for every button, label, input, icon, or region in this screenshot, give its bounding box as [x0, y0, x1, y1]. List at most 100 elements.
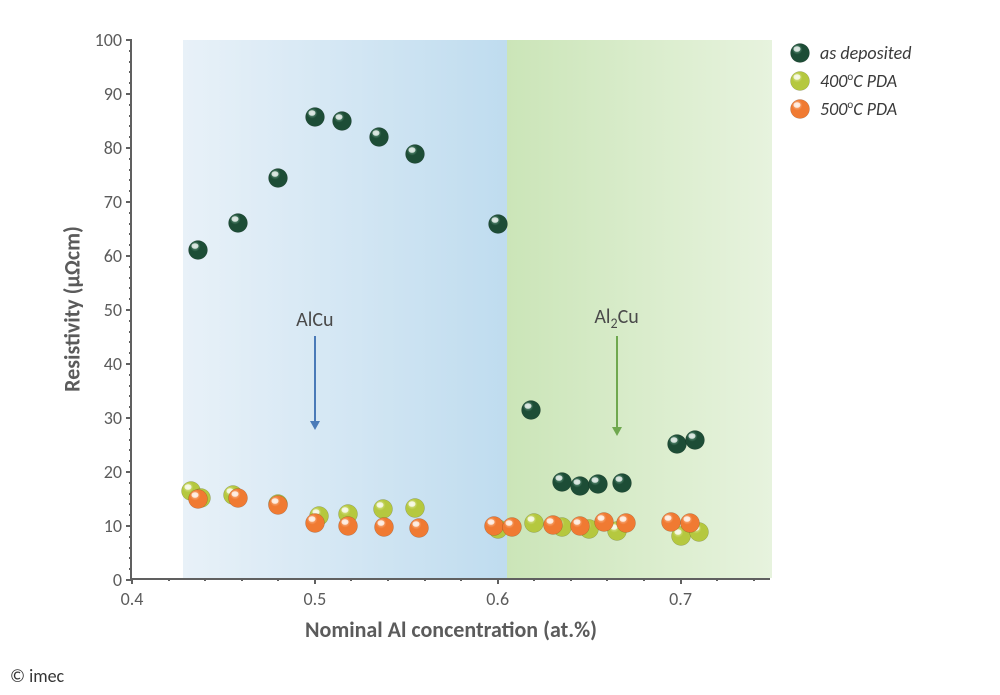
y-tick [126, 39, 132, 41]
data-point [338, 516, 358, 536]
y-minor-tick [129, 352, 132, 354]
x-tick [314, 578, 316, 584]
legend: as deposited 400oC PDA 500oC PDA [790, 42, 912, 126]
y-minor-tick [129, 406, 132, 408]
data-point [268, 168, 288, 188]
chart-container: Resistivity (µΩcm) Nominal Al concentrat… [40, 20, 960, 650]
y-tick-label: 20 [104, 461, 122, 483]
y-tick [126, 255, 132, 257]
data-point [409, 518, 429, 538]
y-tick [126, 471, 132, 473]
y-tick-label: 100 [95, 29, 122, 51]
data-point [369, 127, 389, 147]
x-minor-tick [387, 578, 389, 581]
y-minor-tick [129, 136, 132, 138]
x-minor-tick [277, 578, 279, 581]
y-tick-label: 70 [104, 191, 122, 213]
data-point [543, 515, 563, 535]
legend-label: 500oC PDA [820, 98, 897, 120]
annotation-label: AlCu [296, 308, 333, 332]
x-tick [497, 578, 499, 584]
y-minor-tick [129, 536, 132, 538]
data-point [685, 430, 705, 450]
x-tick-label: 0.6 [486, 588, 509, 610]
y-minor-tick [129, 428, 132, 430]
data-point [680, 513, 700, 533]
y-minor-tick [129, 482, 132, 484]
y-axis-label: Resistivity (µΩcm) [59, 226, 86, 392]
y-minor-tick [129, 71, 132, 73]
data-point [612, 473, 632, 493]
x-tick-label: 0.7 [669, 588, 692, 610]
y-minor-tick [129, 244, 132, 246]
y-minor-tick [129, 266, 132, 268]
data-point [524, 513, 544, 533]
y-minor-tick [129, 298, 132, 300]
y-minor-tick [129, 374, 132, 376]
y-tick [126, 309, 132, 311]
y-tick-label: 60 [104, 245, 122, 267]
x-tick [131, 578, 133, 584]
y-minor-tick [129, 50, 132, 52]
y-minor-tick [129, 233, 132, 235]
data-point [228, 213, 248, 233]
legend-label: 400oC PDA [820, 70, 897, 92]
data-point [188, 240, 208, 260]
data-point [570, 516, 590, 536]
legend-item: 500oC PDA [790, 98, 912, 120]
data-point [588, 474, 608, 494]
y-minor-tick [129, 223, 132, 225]
y-tick [126, 93, 132, 95]
y-minor-tick [129, 395, 132, 397]
legend-marker-icon [790, 99, 810, 119]
x-minor-tick [460, 578, 462, 581]
y-minor-tick [129, 190, 132, 192]
y-tick [126, 363, 132, 365]
data-point [661, 512, 681, 532]
background-region [507, 40, 772, 578]
y-tick-label: 10 [104, 515, 122, 537]
y-minor-tick [129, 277, 132, 279]
x-minor-tick [350, 578, 352, 581]
y-minor-tick [129, 557, 132, 559]
data-point [521, 400, 541, 420]
y-minor-tick [129, 439, 132, 441]
x-minor-tick [606, 578, 608, 581]
x-minor-tick [241, 578, 243, 581]
x-minor-tick [716, 578, 718, 581]
data-point [488, 214, 508, 234]
legend-marker-icon [790, 43, 810, 63]
y-tick-label: 80 [104, 137, 122, 159]
annotation-arrow [314, 336, 316, 424]
data-point [228, 488, 248, 508]
y-minor-tick [129, 514, 132, 516]
y-tick [126, 417, 132, 419]
x-minor-tick [570, 578, 572, 581]
data-point [667, 434, 687, 454]
y-minor-tick [129, 61, 132, 63]
y-minor-tick [129, 82, 132, 84]
y-minor-tick [129, 287, 132, 289]
data-point [305, 107, 325, 127]
y-minor-tick [129, 331, 132, 333]
y-minor-tick [129, 125, 132, 127]
legend-item: as deposited [790, 42, 912, 64]
y-minor-tick [129, 179, 132, 181]
x-tick [680, 578, 682, 584]
data-point [188, 489, 208, 509]
y-minor-tick [129, 385, 132, 387]
y-tick-label: 40 [104, 353, 122, 375]
data-point [502, 517, 522, 537]
y-minor-tick [129, 115, 132, 117]
data-point [570, 476, 590, 496]
y-tick-label: 30 [104, 407, 122, 429]
y-tick [126, 147, 132, 149]
y-minor-tick [129, 547, 132, 549]
x-minor-tick [533, 578, 535, 581]
y-minor-tick [129, 320, 132, 322]
y-minor-tick [129, 493, 132, 495]
data-point [484, 516, 504, 536]
y-minor-tick [129, 503, 132, 505]
y-tick [126, 525, 132, 527]
arrowhead-icon [310, 421, 320, 430]
